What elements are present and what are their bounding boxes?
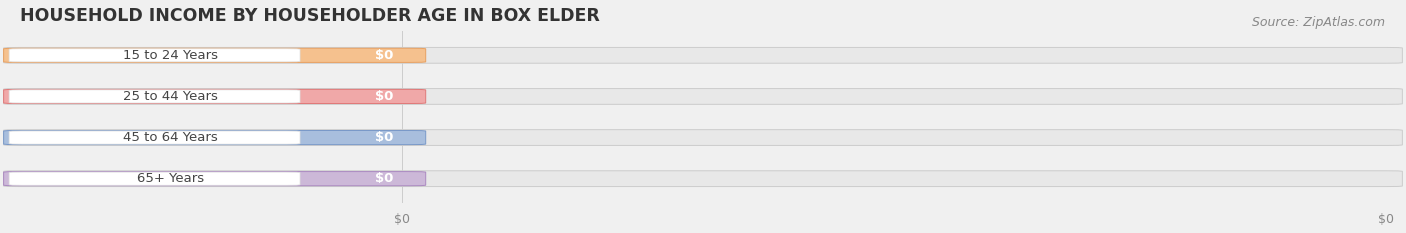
Text: $0: $0 xyxy=(374,172,392,185)
FancyBboxPatch shape xyxy=(4,171,1402,187)
FancyBboxPatch shape xyxy=(4,130,426,145)
FancyBboxPatch shape xyxy=(8,90,299,103)
FancyBboxPatch shape xyxy=(4,48,1402,63)
Text: Source: ZipAtlas.com: Source: ZipAtlas.com xyxy=(1251,16,1385,29)
Text: $0: $0 xyxy=(374,49,392,62)
FancyBboxPatch shape xyxy=(4,89,1402,104)
Text: 25 to 44 Years: 25 to 44 Years xyxy=(122,90,218,103)
FancyBboxPatch shape xyxy=(4,171,426,186)
Text: 45 to 64 Years: 45 to 64 Years xyxy=(122,131,218,144)
FancyBboxPatch shape xyxy=(8,131,299,144)
FancyBboxPatch shape xyxy=(4,130,1402,145)
FancyBboxPatch shape xyxy=(4,48,426,62)
Text: 15 to 24 Years: 15 to 24 Years xyxy=(122,49,218,62)
Text: $0: $0 xyxy=(374,90,392,103)
Text: 65+ Years: 65+ Years xyxy=(136,172,204,185)
FancyBboxPatch shape xyxy=(8,172,299,185)
Text: HOUSEHOLD INCOME BY HOUSEHOLDER AGE IN BOX ELDER: HOUSEHOLD INCOME BY HOUSEHOLDER AGE IN B… xyxy=(20,7,600,25)
FancyBboxPatch shape xyxy=(8,49,299,62)
Text: $0: $0 xyxy=(374,131,392,144)
FancyBboxPatch shape xyxy=(4,89,426,103)
